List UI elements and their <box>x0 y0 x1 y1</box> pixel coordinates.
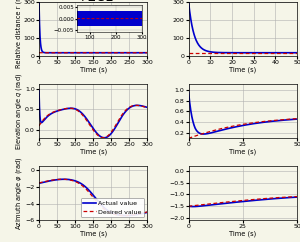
X-axis label: Time (s): Time (s) <box>229 231 256 237</box>
X-axis label: Time (s): Time (s) <box>80 231 107 237</box>
Legend: Actual value, Desired value: Actual value, Desired value <box>81 198 144 217</box>
Y-axis label: Relative distance r (m): Relative distance r (m) <box>15 0 22 68</box>
X-axis label: Time (s): Time (s) <box>80 149 107 155</box>
Y-axis label: Elevation angle $q$ (rad): Elevation angle $q$ (rad) <box>14 73 24 150</box>
X-axis label: Time (s): Time (s) <box>229 149 256 155</box>
X-axis label: Time (s): Time (s) <box>80 67 107 73</box>
X-axis label: Time (s): Time (s) <box>229 67 256 73</box>
Y-axis label: Azimuth angle $\varphi$ (rad): Azimuth angle $\varphi$ (rad) <box>14 156 24 230</box>
